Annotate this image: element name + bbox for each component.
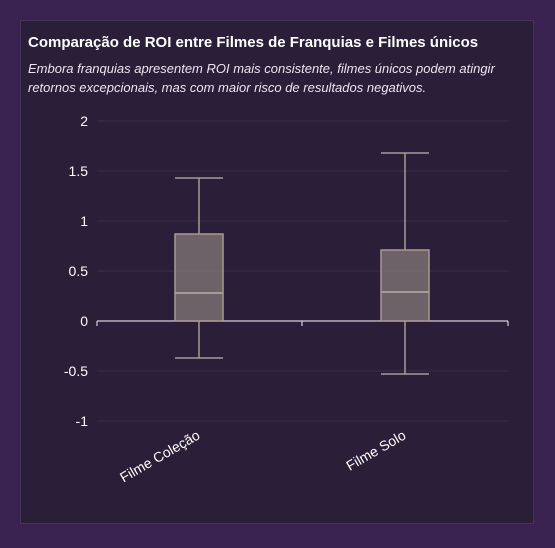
y-tick-label: 1 (80, 213, 88, 229)
y-tick-label: 0.5 (69, 263, 89, 279)
chart-subtitle: Embora franquias apresentem ROI mais con… (28, 61, 495, 95)
chart-panel (20, 20, 534, 524)
y-tick-label: 1.5 (69, 163, 89, 179)
y-tick-label: 2 (80, 113, 88, 129)
y-tick-label: -0.5 (64, 363, 88, 379)
y-tick-label: -1 (76, 413, 89, 429)
box-1 (174, 233, 224, 322)
x-tick-label: Filme Coleção (117, 427, 203, 486)
box-2 (380, 249, 430, 322)
x-tick-label: Filme Solo (343, 427, 408, 474)
chart-title: Comparação de ROI entre Filmes de Franqu… (28, 34, 479, 51)
y-tick-label: 0 (80, 313, 88, 329)
